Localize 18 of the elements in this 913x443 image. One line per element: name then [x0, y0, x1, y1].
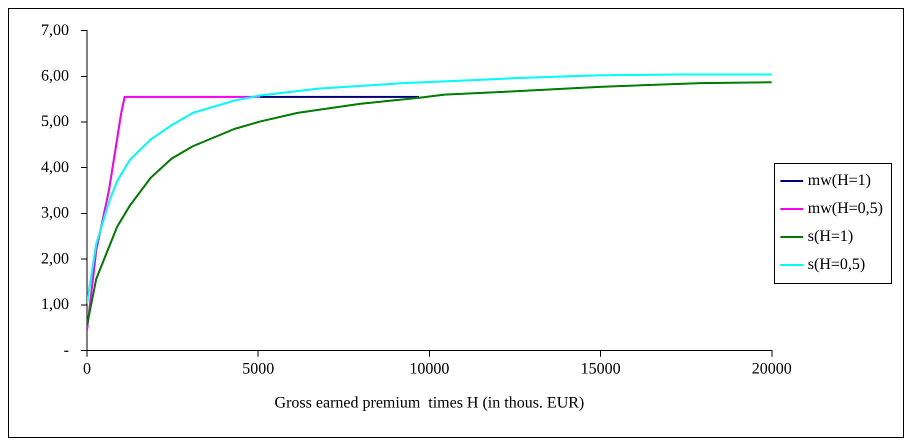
legend-label: s(H=1)	[808, 228, 854, 246]
y-tick-label: 1,00	[41, 296, 69, 314]
x-tick-label: 15000	[580, 360, 621, 378]
x-tick-label: 5000	[242, 360, 274, 378]
y-tick-label: 7,00	[41, 22, 69, 39]
x-tick-label: 10000	[409, 360, 450, 378]
legend-label: mw(H=0,5)	[808, 200, 883, 218]
y-tick-label: 5,00	[41, 113, 69, 130]
legend-label: s(H=0,5)	[808, 256, 866, 274]
x-tick-label: 20000	[752, 360, 792, 378]
y-tick-label: 6,00	[41, 68, 69, 85]
legend-label: mw(H=1)	[808, 172, 871, 190]
y-tick-label: 2,00	[41, 250, 69, 268]
x-tick-label: 0	[83, 360, 91, 378]
y-tick-label: -	[64, 342, 69, 359]
y-tick-label: 4,00	[41, 158, 69, 176]
y-tick-label: 3,00	[41, 204, 69, 222]
x-axis-title: Gross earned premium times H (in thous. EUR)	[274, 394, 584, 412]
